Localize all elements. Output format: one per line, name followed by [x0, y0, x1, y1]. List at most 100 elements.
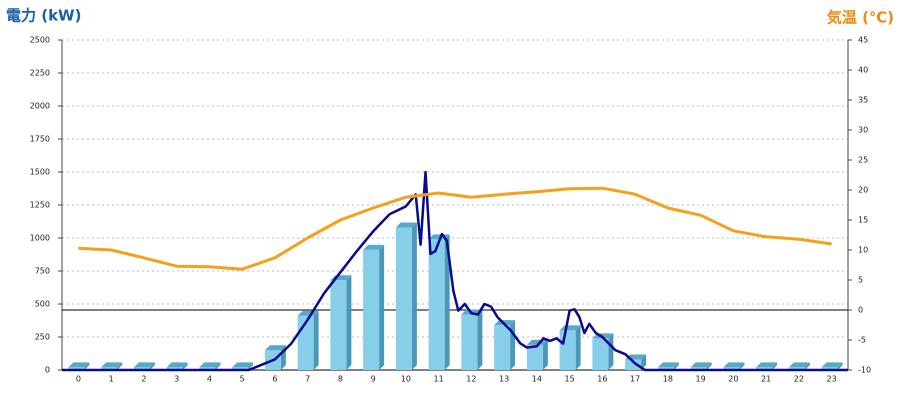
x-tick-label: 2 [141, 375, 146, 384]
bar-top [395, 222, 417, 228]
y-axis-title: 電力 (kW) [6, 7, 81, 25]
x-tick-label: 6 [272, 375, 277, 384]
x-tick-label: 10 [401, 375, 411, 384]
x-tick-label: 1 [109, 375, 114, 384]
bar-side [313, 310, 319, 370]
bar [788, 367, 805, 370]
x-tick-label: 15 [565, 375, 575, 384]
bar-top [821, 362, 843, 368]
y2-tick-label: 0 [858, 306, 863, 315]
bar-side [542, 339, 548, 370]
y-tick-label: 1250 [30, 201, 50, 210]
bar [592, 338, 609, 370]
bar-top [756, 362, 778, 368]
bar-side [706, 362, 712, 370]
x-tick-label: 20 [728, 375, 738, 384]
bar-side [182, 362, 188, 370]
x-tick-label: 19 [696, 375, 706, 384]
x-tick-label: 3 [174, 375, 179, 384]
y-tick-label: 2000 [30, 102, 50, 111]
bar [68, 367, 85, 370]
bar-top [133, 362, 155, 368]
temperature-line [78, 186, 832, 271]
bar-top [166, 362, 188, 368]
bar-side [608, 333, 614, 370]
bar [723, 367, 740, 370]
bar-side [477, 309, 483, 370]
x-tick-label: 9 [371, 375, 376, 384]
x-tick-label: 18 [663, 375, 673, 384]
bar [657, 367, 674, 370]
y2-tick-label: 35 [858, 96, 868, 105]
bar-side [248, 362, 254, 370]
y2-tick-label: -10 [858, 366, 871, 375]
y2-tick-label: 40 [858, 66, 868, 75]
bar-side [149, 362, 155, 370]
bar [461, 314, 478, 370]
bar [363, 249, 380, 370]
bar-top [363, 244, 385, 250]
y-tick-label: 1000 [30, 234, 50, 243]
bar [199, 367, 216, 370]
y-tick-label: 2500 [30, 36, 50, 45]
y-tick-label: 500 [35, 300, 50, 309]
y-tick-label: 750 [35, 267, 50, 276]
x-tick-label: 16 [597, 375, 607, 384]
bar-side [772, 362, 778, 370]
x-tick-label: 23 [827, 375, 837, 384]
bar [101, 367, 118, 370]
bar-top [232, 362, 254, 368]
bar-side [117, 362, 123, 370]
y2-tick-label: 5 [858, 276, 863, 285]
bar-side [215, 362, 221, 370]
y2-tick-label: 10 [858, 246, 868, 255]
bar [526, 344, 543, 370]
x-tick-label: 22 [794, 375, 804, 384]
x-tick-label: 17 [630, 375, 640, 384]
bar [756, 367, 773, 370]
bar-top [723, 362, 745, 368]
bar-side [837, 362, 843, 370]
bar-top [68, 362, 90, 368]
y2-tick-label: 25 [858, 156, 868, 165]
x-tick-label: 7 [305, 375, 310, 384]
bar-top [101, 362, 123, 368]
bar-side [411, 222, 417, 370]
y2-tick-label: 15 [858, 216, 868, 225]
bar [395, 227, 412, 370]
bar [625, 359, 642, 370]
bar [166, 367, 183, 370]
x-tick-label: 8 [338, 375, 343, 384]
x-tick-label: 0 [76, 375, 81, 384]
y-tick-label: 2250 [30, 69, 50, 78]
bar [133, 367, 150, 370]
y2-tick-label: 20 [858, 186, 868, 195]
bar [690, 367, 707, 370]
bar-side [444, 234, 450, 370]
y-tick-label: 0 [45, 366, 50, 375]
bar-top [264, 345, 286, 351]
x-tick-label: 13 [499, 375, 509, 384]
x-tick-label: 4 [207, 375, 212, 384]
bar-top [199, 362, 221, 368]
bar-top [690, 362, 712, 368]
x-tick-label: 11 [434, 375, 444, 384]
y2-tick-label: 30 [858, 126, 868, 135]
bar [821, 367, 838, 370]
bar-side [346, 275, 352, 370]
y2-tick-label: -5 [858, 336, 866, 345]
bar-top [788, 362, 810, 368]
bar [232, 367, 249, 370]
bar-side [84, 362, 90, 370]
x-tick-label: 21 [761, 375, 771, 384]
y2-axis-title: 気温 (℃) [827, 9, 894, 27]
bar-top [657, 362, 679, 368]
bar-side [804, 362, 810, 370]
x-tick-label: 12 [466, 375, 476, 384]
power-line [62, 170, 848, 372]
x-tick-label: 14 [532, 375, 542, 384]
y-tick-label: 250 [35, 333, 50, 342]
y-tick-label: 1750 [30, 135, 50, 144]
bar [494, 325, 511, 370]
